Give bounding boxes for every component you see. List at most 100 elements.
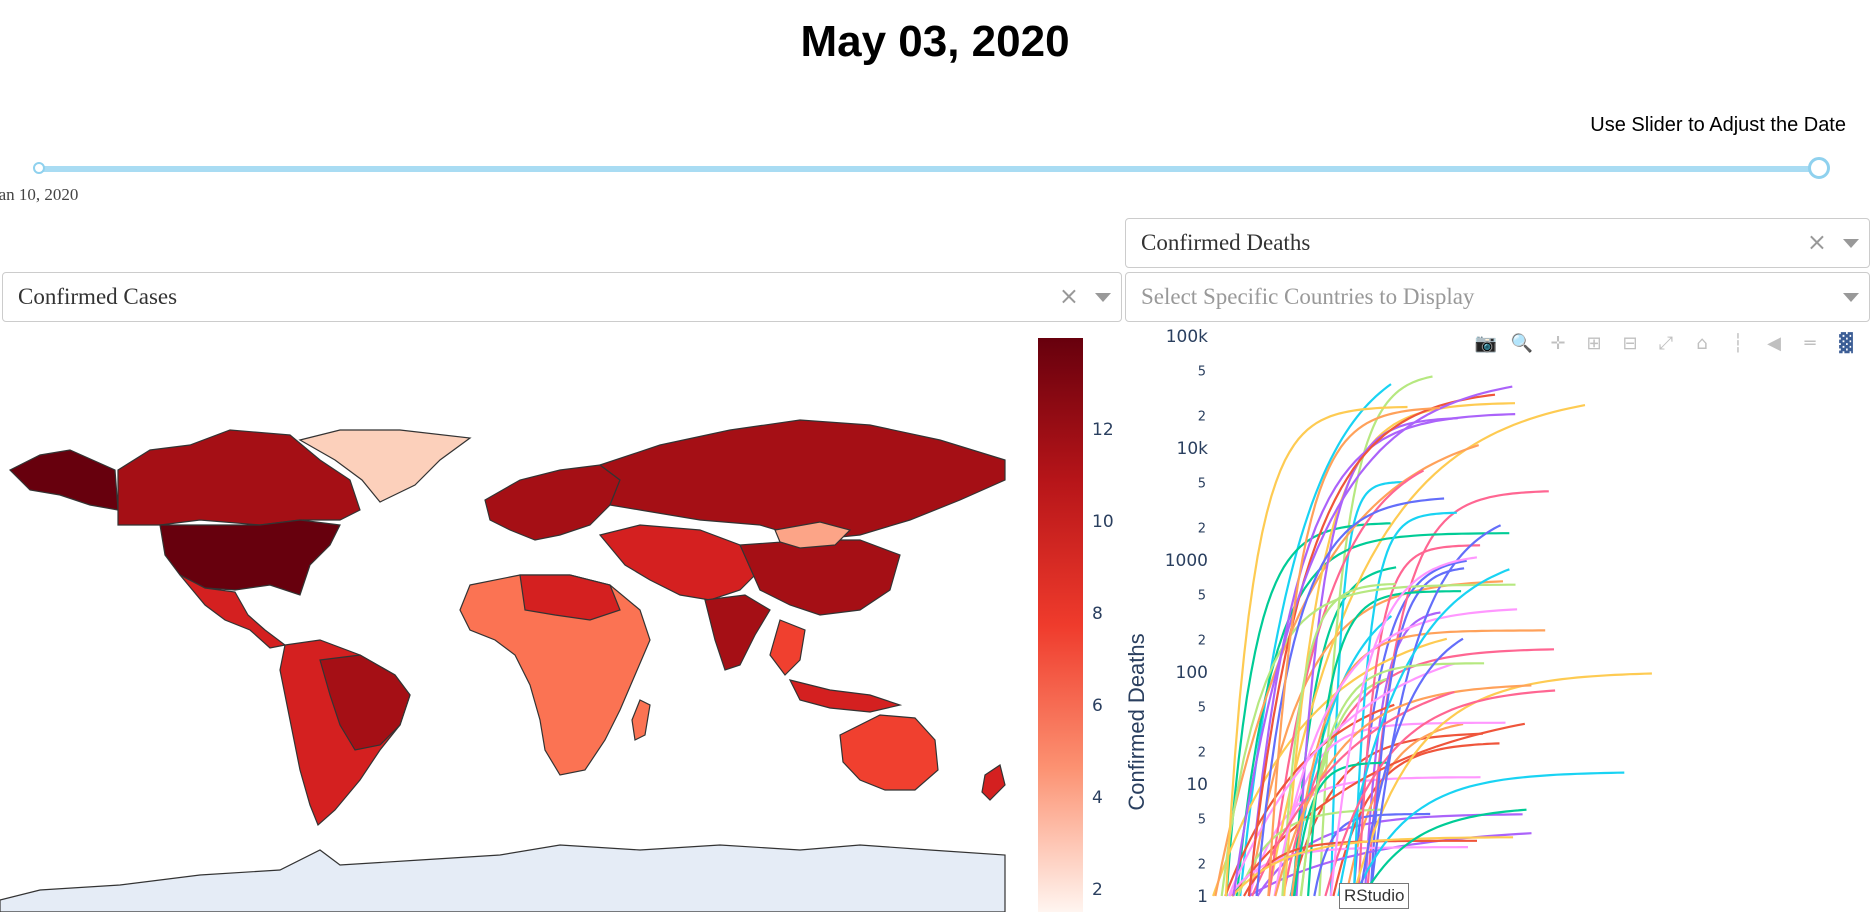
map-region-india[interactable] (704, 594, 771, 671)
clear-icon[interactable]: × (1058, 282, 1079, 310)
page-title: May 03, 2020 (800, 17, 1070, 66)
slider-start-label: Jan 10, 2020 (0, 185, 79, 204)
series-line (1224, 703, 1395, 897)
y-tick-label: 2 (1198, 521, 1206, 536)
colorbar-tick-label: 6 (1092, 696, 1103, 716)
series-line (1354, 771, 1625, 897)
series-line (1232, 385, 1513, 897)
map-region-se-asia[interactable] (769, 619, 806, 676)
date-slider-handle[interactable] (1808, 157, 1830, 179)
colorbar (1038, 338, 1083, 912)
colorbar-tick-label: 4 (1092, 788, 1103, 808)
series-line (1362, 808, 1527, 897)
colorbar-tick-label: 10 (1092, 512, 1114, 532)
series-line (1307, 590, 1462, 897)
y-tick-label: 2 (1198, 745, 1206, 760)
cases-dropdown-value: Confirmed Cases (18, 284, 178, 309)
y-tick-label: 100k (1166, 327, 1208, 347)
series-line (1212, 637, 1448, 897)
y-tick-label: 5 (1198, 589, 1206, 604)
series-line (1220, 583, 1516, 897)
reset-axes-icon[interactable]: ⌂ (1696, 332, 1708, 354)
series-line (1224, 405, 1408, 897)
map-region-indonesia[interactable] (788, 679, 903, 713)
world-choropleth-map[interactable] (0, 330, 1010, 912)
chart-modebar: 📷 🔍 ✛ ⊞ ⊟ ⤢ ⌂ ┆ ◀ ═ ▓ (1468, 330, 1864, 356)
colorbar-gradient (1038, 338, 1083, 912)
map-region-new-zealand[interactable] (981, 764, 1006, 801)
series-line (1332, 742, 1500, 897)
series-line (1352, 511, 1457, 897)
series-line (1357, 544, 1481, 897)
map-region-canada[interactable] (117, 429, 361, 526)
map-region-europe[interactable] (484, 464, 621, 541)
plotly-logo-icon[interactable]: ▓ (1839, 332, 1853, 354)
date-slider-track[interactable] (38, 166, 1828, 172)
country-select-dropdown[interactable]: Select Specific Countries to Display (1125, 272, 1870, 322)
map-region-mongolia[interactable] (774, 521, 852, 549)
y-axis-ticks: 100k 5 2 10k 5 2 1000 5 2 100 5 2 10 5 2 1 (1165, 327, 1208, 907)
series-line (1251, 690, 1455, 897)
map-region-brazil[interactable] (319, 654, 411, 751)
series-line (1235, 532, 1510, 897)
series-line (1358, 637, 1464, 897)
deaths-metric-dropdown[interactable]: Confirmed Deaths × (1125, 218, 1870, 268)
y-tick-label: 5 (1198, 701, 1206, 716)
y-tick-label: 2 (1198, 409, 1206, 424)
cases-metric-dropdown[interactable]: Confirmed Cases × (2, 272, 1122, 322)
y-tick-label: 1 (1197, 887, 1208, 907)
autoscale-icon[interactable]: ⤢ (1658, 332, 1674, 354)
map-region-australia[interactable] (839, 714, 939, 791)
series-line (1225, 522, 1391, 897)
map-region-middle-east[interactable] (598, 524, 761, 601)
y-tick-label: 1000 (1165, 551, 1208, 571)
hover-closest-icon[interactable]: ◀ (1767, 332, 1781, 354)
series-line (1293, 761, 1389, 897)
series-line (1231, 836, 1514, 897)
y-tick-label: 10k (1177, 439, 1209, 459)
y-tick-label: 5 (1198, 365, 1206, 380)
map-region-alaska[interactable] (8, 449, 119, 511)
series-line (1214, 444, 1480, 897)
spike-lines-icon[interactable]: ┆ (1732, 332, 1744, 354)
country-select-placeholder: Select Specific Countries to Display (1141, 284, 1475, 309)
y-tick-label: 5 (1198, 813, 1206, 828)
hover-compare-icon[interactable]: ═ (1804, 332, 1816, 354)
zoom-icon[interactable]: 🔍 (1510, 332, 1534, 354)
colorbar-tick-label: 2 (1092, 880, 1103, 900)
pan-icon[interactable]: ✛ (1550, 332, 1566, 354)
map-region-greenland[interactable] (298, 429, 472, 503)
zoom-out-icon[interactable]: ⊟ (1622, 332, 1638, 354)
slider-start-mark (33, 162, 45, 174)
chevron-down-icon[interactable] (1095, 293, 1111, 302)
map-region-antarctica (0, 844, 1006, 912)
clear-icon[interactable]: × (1806, 228, 1827, 256)
colorbar-tick-label: 8 (1092, 604, 1103, 624)
deaths-dropdown-value: Confirmed Deaths (1141, 230, 1311, 255)
camera-icon[interactable]: 📷 (1474, 332, 1498, 354)
map-region-china[interactable] (739, 539, 901, 616)
series-line (1267, 469, 1425, 897)
series-line (1318, 375, 1433, 897)
map-region-north-africa[interactable] (519, 574, 621, 621)
y-tick-label: 100 (1176, 663, 1208, 683)
series-lines (1212, 375, 1652, 897)
series-line (1299, 662, 1485, 897)
deaths-line-chart[interactable]: 100k 5 2 10k 5 2 1000 5 2 100 5 2 10 5 2 1 Confirmed De… (1122, 322, 1870, 912)
map-region-madagascar[interactable] (631, 699, 651, 741)
series-line (1337, 568, 1510, 897)
colorbar-tick-label: 12 (1092, 420, 1114, 440)
series-line (1289, 732, 1483, 897)
chevron-down-icon[interactable] (1843, 293, 1859, 302)
series-line (1329, 480, 1406, 897)
series-line (1295, 417, 1458, 897)
series-line (1352, 672, 1652, 897)
map-region-russia[interactable] (598, 419, 1006, 541)
y-axis-label: Confirmed Deaths (1124, 633, 1149, 810)
y-tick-label: 2 (1198, 633, 1206, 648)
chevron-down-icon[interactable] (1843, 239, 1859, 248)
hover-tooltip: RStudio (1339, 883, 1410, 909)
series-line (1345, 722, 1464, 897)
zoom-in-icon[interactable]: ⊞ (1586, 332, 1602, 354)
series-line (1313, 812, 1431, 897)
